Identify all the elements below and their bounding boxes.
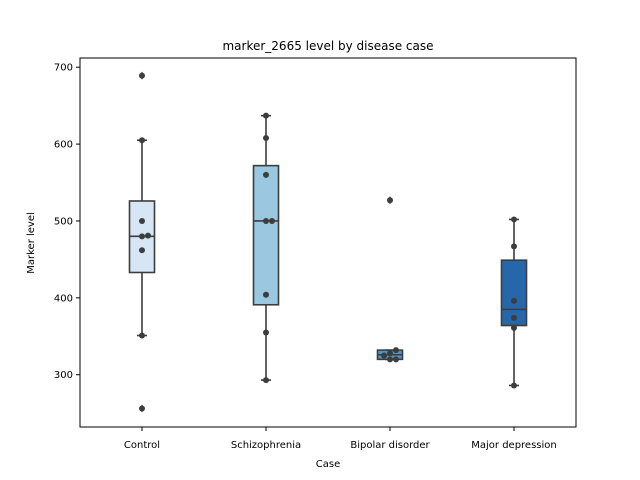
- y-tick-label: 600: [54, 140, 73, 151]
- x-tick-label: Major depression: [471, 440, 557, 451]
- data-point: [393, 356, 399, 363]
- data-point: [387, 197, 393, 204]
- data-point: [393, 347, 399, 354]
- y-tick-label: 300: [54, 370, 73, 381]
- data-point: [263, 377, 269, 384]
- data-point: [263, 134, 269, 141]
- data-point: [139, 247, 145, 254]
- data-point: [511, 382, 517, 389]
- data-point: [387, 356, 393, 363]
- data-point: [269, 217, 275, 224]
- data-point: [511, 324, 517, 331]
- y-axis-label: Marker level: [26, 212, 37, 274]
- data-point: [511, 314, 517, 321]
- data-point: [387, 350, 393, 357]
- x-tick-label: Control: [124, 440, 160, 451]
- y-tick-label: 500: [54, 216, 73, 227]
- data-point: [511, 297, 517, 304]
- axes-frame: [79, 57, 577, 428]
- box: [252, 164, 280, 306]
- data-point: [263, 112, 269, 119]
- box: [500, 259, 528, 327]
- data-point: [139, 137, 145, 144]
- data-point: [381, 352, 387, 359]
- data-point: [263, 171, 269, 178]
- data-point: [139, 72, 145, 79]
- data-point: [263, 217, 269, 224]
- y-tick-label: 400: [54, 293, 73, 304]
- data-point: [139, 233, 145, 240]
- chart-title: marker_2665 level by disease case: [222, 39, 433, 53]
- x-axis-label: Case: [316, 459, 340, 470]
- y-tick-label: 700: [54, 63, 73, 74]
- x-tick-label: Schizophrenia: [231, 440, 301, 451]
- data-point: [511, 243, 517, 250]
- data-point: [145, 232, 151, 239]
- data-point: [511, 216, 517, 223]
- data-point: [263, 291, 269, 298]
- data-point: [139, 332, 145, 339]
- plot-area: 300 400 500 600 700 Control Schizophrenia Bipol…: [54, 63, 557, 451]
- data-point: [139, 405, 145, 412]
- data-point: [263, 329, 269, 336]
- x-tick-label: Bipolar disorder: [350, 440, 430, 451]
- data-point: [139, 217, 145, 224]
